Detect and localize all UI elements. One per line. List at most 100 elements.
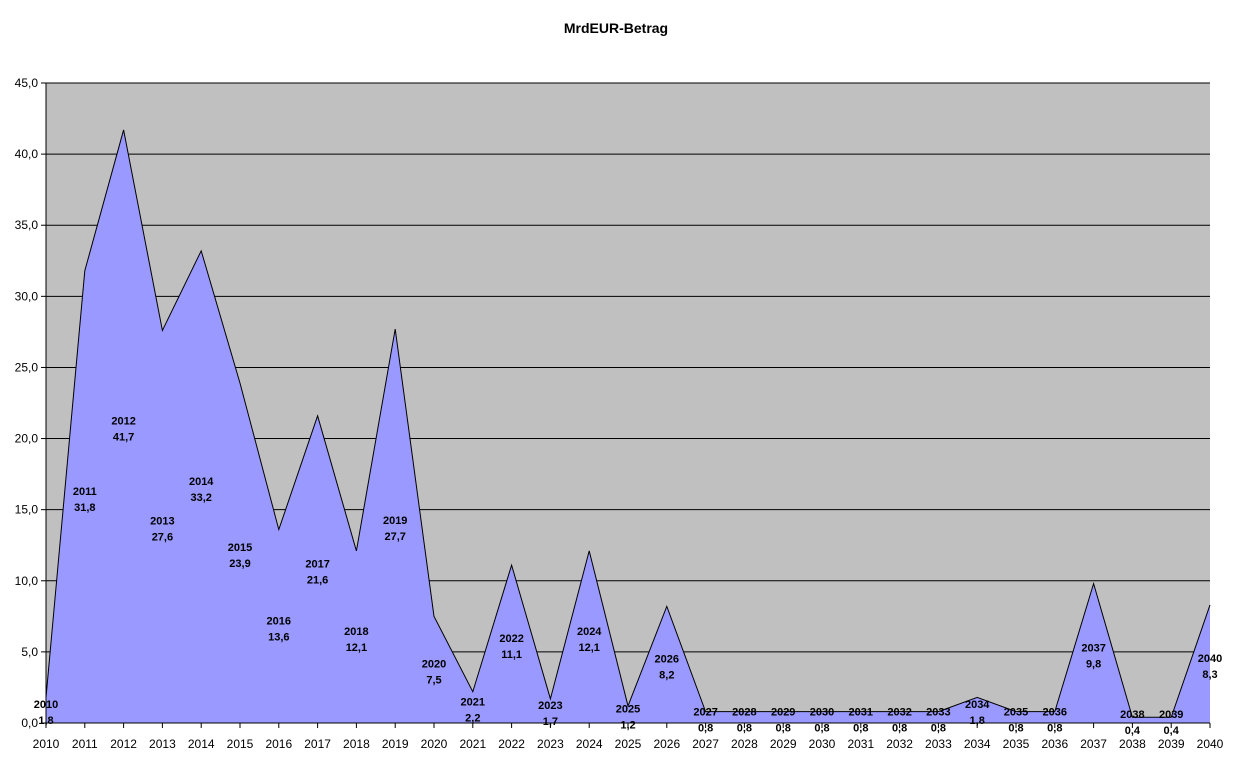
data-label: 2037 9,8 <box>1081 642 1105 670</box>
data-label-category: 2014 <box>189 476 214 488</box>
data-label-value: 9,8 <box>1086 658 1101 670</box>
data-label-category: 2025 <box>616 703 640 715</box>
data-label-category: 2034 <box>965 699 990 711</box>
data-label: 2026 8,2 <box>655 654 679 682</box>
data-label-value: 21,6 <box>307 574 328 586</box>
data-label: 2040 8,3 <box>1198 653 1222 681</box>
data-label-value: 2,2 <box>465 712 480 724</box>
x-tick-label: 2020 <box>421 737 448 751</box>
data-label-value: 1,2 <box>620 719 635 731</box>
y-tick-label: 40,0 <box>15 147 39 161</box>
x-tick-label: 2035 <box>1003 737 1030 751</box>
data-label: 2030 0,8 <box>810 706 834 734</box>
x-tick-label: 2012 <box>110 737 137 751</box>
data-label-value: 1,7 <box>543 716 558 728</box>
data-label-category: 2027 <box>693 706 717 718</box>
y-tick-label: 25,0 <box>15 360 39 374</box>
gridlines <box>46 82 1210 653</box>
data-label: 2038 0,4 <box>1120 709 1144 737</box>
data-label-value: 8,3 <box>1202 669 1217 681</box>
data-label: 2015 23,9 <box>228 542 252 570</box>
data-label: 2023 1,7 <box>538 700 562 728</box>
x-tick-label: 2021 <box>459 737 486 751</box>
x-tick-label: 2027 <box>692 737 719 751</box>
data-label-category: 2018 <box>344 626 368 638</box>
data-label-category: 2021 <box>461 696 485 708</box>
data-label-value: 0,8 <box>1047 722 1062 734</box>
x-tick-label: 2028 <box>731 737 758 751</box>
x-tick-label: 2030 <box>809 737 836 751</box>
y-tick-label: 5,0 <box>21 645 38 659</box>
x-tick-label: 2026 <box>653 737 680 751</box>
data-label: 2017 21,6 <box>305 558 329 586</box>
data-label: 2036 0,8 <box>1043 706 1067 734</box>
y-tick-label: 20,0 <box>15 432 39 446</box>
data-label-value: 23,9 <box>229 558 250 570</box>
x-tick-label: 2023 <box>537 737 564 751</box>
data-label: 2032 0,8 <box>887 706 911 734</box>
x-tick-label: 2011 <box>72 737 98 751</box>
data-label: 2011 31,8 <box>73 486 97 514</box>
x-tick-label: 2033 <box>925 737 952 751</box>
x-tick-label: 2016 <box>265 737 292 751</box>
data-label-value: 0,8 <box>892 722 907 734</box>
data-label-category: 2033 <box>926 706 950 718</box>
data-label-category: 2011 <box>73 486 97 498</box>
data-label-category: 2029 <box>771 706 795 718</box>
data-label-category: 2020 <box>422 659 446 671</box>
y-tick-label: 30,0 <box>15 289 39 303</box>
data-label-value: 0,8 <box>1008 722 1023 734</box>
x-tick-label: 2037 <box>1080 737 1107 751</box>
data-label-category: 2037 <box>1081 642 1105 654</box>
data-label-value: 33,2 <box>190 492 211 504</box>
data-label-value: 8,2 <box>659 670 674 682</box>
x-tick-label: 2018 <box>343 737 370 751</box>
data-label: 2024 12,1 <box>577 626 602 654</box>
data-label-category: 2038 <box>1120 709 1144 721</box>
x-tick-label: 2039 <box>1158 737 1185 751</box>
data-label: 2029 0,8 <box>771 706 795 734</box>
chart-title: MrdEUR-Betrag <box>564 20 668 36</box>
x-tick-label: 2014 <box>188 737 215 751</box>
data-label-category: 2030 <box>810 706 834 718</box>
data-label: 2021 2,2 <box>461 696 485 724</box>
y-tick-label: 35,0 <box>15 218 39 232</box>
y-tick-label: 10,0 <box>15 574 39 588</box>
data-label-category: 2023 <box>538 700 562 712</box>
area-fill <box>46 129 1210 723</box>
data-label-category: 2039 <box>1159 709 1183 721</box>
data-label: 2027 0,8 <box>693 706 717 734</box>
data-label-category: 2022 <box>499 633 523 645</box>
data-label: 2033 0,8 <box>926 706 950 734</box>
data-label-category: 2028 <box>732 706 756 718</box>
x-tick-label: 2029 <box>770 737 797 751</box>
x-tick-label: 2040 <box>1197 737 1224 751</box>
data-label-category: 2031 <box>849 706 873 718</box>
data-label-value: 11,1 <box>501 649 522 661</box>
data-label-value: 0,4 <box>1125 725 1141 737</box>
data-label-category: 2035 <box>1004 706 1028 718</box>
data-label: 2010 1,8 <box>34 699 58 727</box>
data-label: 2018 12,1 <box>344 626 368 654</box>
data-label-value: 41,7 <box>113 431 134 443</box>
data-label-value: 0,8 <box>814 722 829 734</box>
data-label-category: 2017 <box>305 558 329 570</box>
data-label-value: 0,8 <box>737 722 752 734</box>
data-label-value: 1,8 <box>38 715 53 727</box>
data-label: 2014 33,2 <box>189 476 214 504</box>
data-label-category: 2036 <box>1043 706 1067 718</box>
data-label-value: 0,4 <box>1164 725 1180 737</box>
data-label: 2013 27,6 <box>150 516 174 544</box>
data-label-category: 2012 <box>111 415 135 427</box>
data-label: 2028 0,8 <box>732 706 756 734</box>
data-label: 2035 0,8 <box>1004 706 1028 734</box>
x-tick-label: 2034 <box>964 737 991 751</box>
data-label-value: 12,1 <box>578 642 599 654</box>
data-label: 2019 27,7 <box>383 515 407 543</box>
x-tick-label: 2022 <box>498 737 525 751</box>
data-label: 2039 0,4 <box>1159 709 1183 737</box>
data-label: 2012 41,7 <box>111 415 135 443</box>
data-label: 2034 1,8 <box>965 699 990 727</box>
data-label-value: 0,8 <box>776 722 791 734</box>
